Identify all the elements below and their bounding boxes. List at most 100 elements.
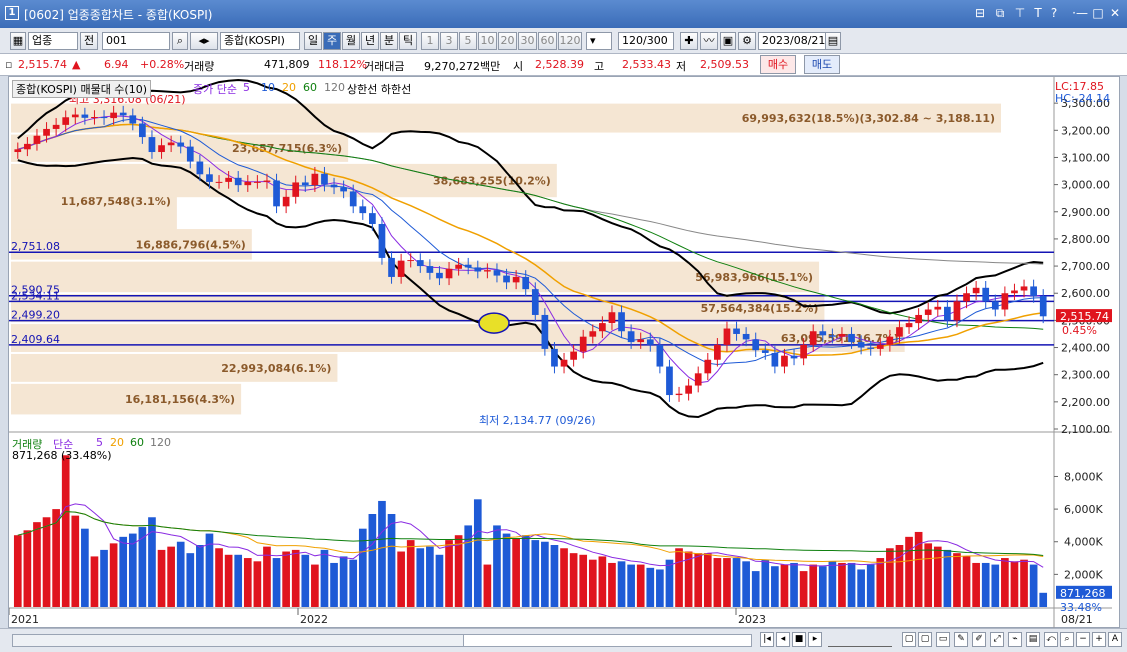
tab-tick[interactable]: 틱 bbox=[399, 32, 417, 50]
zoom-slider[interactable] bbox=[828, 634, 892, 647]
buy-button[interactable]: 매수 bbox=[760, 55, 796, 74]
volume-profile-bar bbox=[11, 353, 338, 382]
interval-3[interactable]: 3 bbox=[440, 32, 458, 50]
draw-icon-4[interactable]: ⌁ bbox=[1008, 632, 1022, 647]
candle-body bbox=[857, 342, 865, 348]
tab-year[interactable]: 년 bbox=[361, 32, 379, 50]
help-icon[interactable]: ? bbox=[1050, 6, 1058, 20]
date-input[interactable]: 2023/08/21 bbox=[758, 32, 826, 50]
zoom-out-icon[interactable]: ⌕ bbox=[1060, 632, 1074, 647]
volume-bar bbox=[397, 551, 405, 607]
candle-body bbox=[1020, 286, 1028, 291]
minus-icon[interactable]: − bbox=[1076, 632, 1090, 647]
menu-icon[interactable]: ▦ bbox=[10, 32, 26, 50]
tab-day[interactable]: 일 bbox=[304, 32, 322, 50]
search-icon[interactable]: ⌕ bbox=[172, 32, 188, 50]
candle-body bbox=[225, 177, 232, 182]
volume-bar bbox=[416, 548, 425, 607]
candle-body bbox=[110, 112, 117, 119]
name-field[interactable]: 종합(KOSPI) bbox=[220, 32, 300, 50]
volume-bar bbox=[886, 548, 894, 607]
minimize-icon[interactable]: — bbox=[1076, 6, 1088, 20]
volume-bar bbox=[253, 561, 262, 607]
copy-window-icon[interactable]: ⧉ bbox=[995, 6, 1005, 20]
candle-body bbox=[33, 135, 41, 144]
calendar-icon[interactable]: ▤ bbox=[825, 32, 841, 50]
save-icon[interactable]: ▣ bbox=[720, 32, 736, 50]
plus-icon[interactable]: + bbox=[1092, 632, 1106, 647]
market-select[interactable]: 업종 bbox=[28, 32, 78, 50]
low-value: 2,509.53 bbox=[700, 58, 749, 71]
interval-120[interactable]: 120 bbox=[558, 32, 582, 50]
volume-bar bbox=[119, 536, 128, 607]
candle-body bbox=[982, 287, 990, 302]
options-icon[interactable]: · bbox=[1072, 6, 1076, 20]
draw-icon-2[interactable]: ✐ bbox=[972, 632, 986, 647]
candle-body bbox=[503, 275, 510, 283]
volume-bar bbox=[953, 553, 961, 607]
count-input[interactable]: 120/300 bbox=[618, 32, 674, 50]
draw-icon-1[interactable]: ✎ bbox=[954, 632, 968, 647]
interval-dropdown[interactable]: ▾ bbox=[586, 32, 612, 50]
highlight-marker bbox=[478, 312, 510, 334]
maximize-icon[interactable]: □ bbox=[1092, 6, 1104, 20]
candle-body bbox=[455, 264, 462, 269]
volume-bar bbox=[818, 566, 827, 607]
price-tick-label: 2,900.00 bbox=[1061, 206, 1110, 219]
reset-icon[interactable]: ⤺ bbox=[1044, 632, 1058, 647]
text-tool-icon[interactable]: A bbox=[1108, 632, 1122, 647]
current-price: 2,515.74 bbox=[18, 58, 67, 71]
settings-gear-icon[interactable]: ⚙ bbox=[738, 32, 756, 50]
horizontal-scrollbar[interactable] bbox=[12, 634, 752, 647]
stop-icon[interactable]: ■ bbox=[792, 632, 806, 647]
code-input[interactable]: 001 bbox=[102, 32, 170, 50]
close-icon[interactable]: ✕ bbox=[1109, 6, 1121, 20]
font-size-icon[interactable]: T bbox=[1034, 6, 1042, 20]
volume-bar bbox=[656, 569, 664, 607]
speaker-icon[interactable]: ◂▸ bbox=[190, 32, 218, 50]
sell-button[interactable]: 매도 bbox=[804, 55, 840, 74]
volume-bar bbox=[90, 556, 99, 607]
interval-5[interactable]: 5 bbox=[459, 32, 477, 50]
view-icon-1[interactable]: ▢ bbox=[902, 632, 916, 647]
next-icon[interactable]: ▸ bbox=[808, 632, 822, 647]
tab-minute[interactable]: 분 bbox=[380, 32, 398, 50]
tab-month[interactable]: 월 bbox=[342, 32, 360, 50]
scroll-thumb[interactable] bbox=[463, 635, 751, 646]
candle-body bbox=[714, 344, 721, 360]
volume-bar bbox=[205, 533, 214, 607]
trend-icon[interactable]: 〰 bbox=[700, 32, 718, 50]
price-legend-name[interactable]: 종합(KOSPI) 매물대 수(10) bbox=[12, 80, 152, 98]
candle-body bbox=[14, 149, 22, 153]
candle-body bbox=[781, 355, 788, 367]
chart-area[interactable]: 69,993,632(18.5%)(3,302.84 ~ 3,188.11) 23… bbox=[8, 76, 1121, 629]
interval-30[interactable]: 30 bbox=[518, 32, 537, 50]
pin-icon[interactable]: ⊤ bbox=[1014, 6, 1026, 20]
interval-60[interactable]: 60 bbox=[538, 32, 557, 50]
volume-bar bbox=[387, 514, 396, 607]
indicator-icon[interactable]: ✚ bbox=[680, 32, 698, 50]
draw-icon-3[interactable]: ⤢ bbox=[990, 632, 1004, 647]
interval-1[interactable]: 1 bbox=[421, 32, 439, 50]
first-icon[interactable]: |◂ bbox=[760, 632, 774, 647]
prefix-button[interactable]: 전 bbox=[80, 32, 98, 50]
volume-legend-name[interactable]: 거래량 bbox=[12, 438, 43, 451]
interval-20[interactable]: 20 bbox=[498, 32, 517, 50]
prev-icon[interactable]: ◂ bbox=[776, 632, 790, 647]
volume-label: 거래량 bbox=[184, 60, 215, 73]
scale-icon[interactable]: ▤ bbox=[1026, 632, 1040, 647]
view-icon-3[interactable]: ▭ bbox=[936, 632, 950, 647]
interval-10[interactable]: 10 bbox=[478, 32, 497, 50]
chart-canvas[interactable]: 69,993,632(18.5%)(3,302.84 ~ 3,188.11) 23… bbox=[9, 77, 1121, 629]
candle-body bbox=[91, 116, 98, 118]
view-icon-2[interactable]: ▢ bbox=[918, 632, 932, 647]
volume-bar bbox=[569, 553, 578, 607]
volume-bar bbox=[876, 558, 885, 607]
candle-body bbox=[551, 348, 558, 367]
candle-body bbox=[1011, 290, 1018, 294]
tab-week[interactable]: 주 bbox=[323, 32, 341, 50]
candle-body bbox=[838, 333, 846, 337]
expand-icon[interactable]: ▫ bbox=[5, 58, 13, 71]
volume-bar bbox=[924, 543, 933, 607]
link-icon[interactable]: ⊟ bbox=[974, 6, 986, 20]
